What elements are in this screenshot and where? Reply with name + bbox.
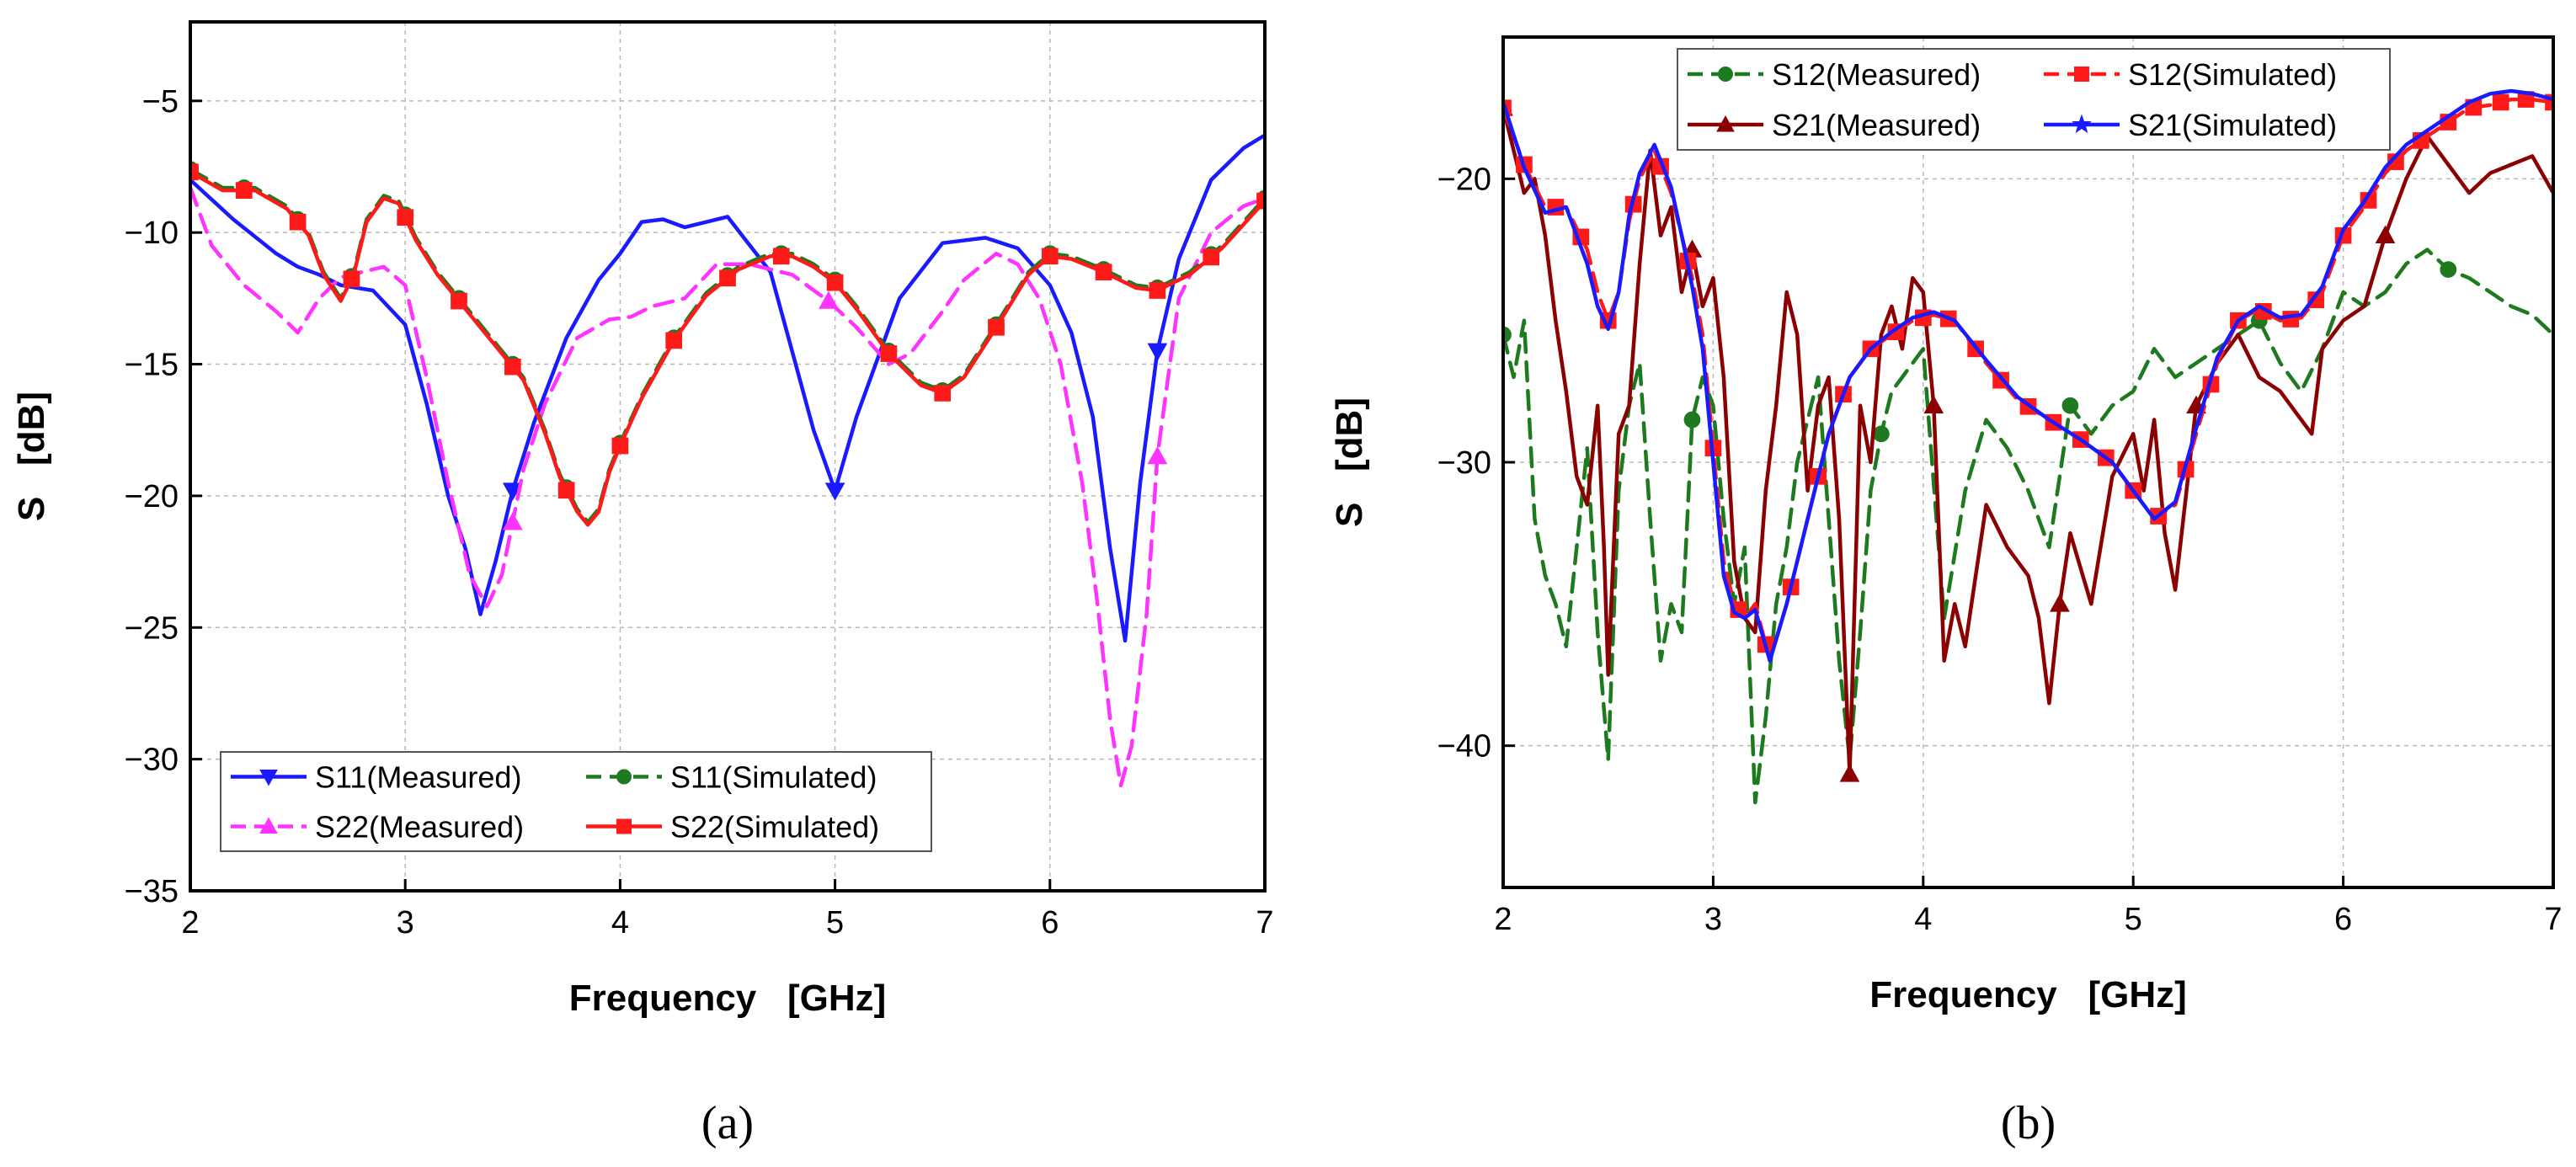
legend-marker [259, 817, 278, 834]
legend-label: S21(Simulated) [2128, 108, 2337, 142]
series-marker [1203, 248, 1220, 266]
y-tick-label: −10 [125, 216, 179, 251]
legend-label: S12(Measured) [1772, 57, 1981, 92]
y-tick-label: −35 [125, 874, 179, 909]
series-marker [611, 437, 629, 455]
series-marker [880, 345, 898, 362]
series-line-s12measured [1503, 248, 2553, 805]
legend-label: S11(Measured) [315, 760, 521, 795]
legend-marker [259, 770, 278, 786]
panel-b-chart: 2 3 4 5 6 7 −40 −30 −20 Frequency [GHz] S [dB] (b) S… [1329, 35, 2563, 1149]
x-tick-label: 6 [1041, 905, 1059, 941]
legend-label: S12(Simulated) [2128, 57, 2337, 92]
series-marker [1095, 264, 1112, 280]
series-marker [190, 163, 199, 181]
legend-marker [1716, 115, 1735, 132]
x-tick-label: 7 [1256, 905, 1273, 941]
legend-label: S11(Simulated) [670, 760, 877, 795]
series-marker [2375, 225, 2396, 243]
series-marker [719, 269, 736, 287]
y-tick-label: −30 [1437, 445, 1491, 481]
series-marker [1923, 395, 1944, 413]
x-axis-label: Frequency [GHz] [569, 978, 887, 1019]
y-tick-label: −5 [142, 84, 179, 120]
series-marker [451, 292, 467, 310]
y-tick-label: −30 [125, 743, 179, 778]
series-line-s22measured [190, 185, 1265, 788]
series-marker [1147, 445, 1168, 465]
series-marker [1149, 282, 1166, 299]
x-tick-label: 2 [181, 905, 199, 941]
series-marker [1041, 248, 1059, 265]
series-marker [665, 332, 683, 349]
series-marker [1873, 425, 1890, 443]
series-marker [934, 385, 952, 402]
series-marker [2061, 397, 2079, 414]
y-axis-label: S [dB] [1329, 397, 1370, 527]
legend-marker [2072, 114, 2092, 134]
x-tick-label: 5 [2125, 902, 2142, 937]
x-tick-label: 5 [826, 905, 844, 941]
series-marker [504, 358, 521, 376]
series-marker [1839, 764, 1860, 782]
legend: S11(Measured) S11(Simulated) S22(Measured)… [220, 751, 932, 852]
panel-caption: (a) [701, 1097, 754, 1149]
legend-box [1677, 48, 2391, 151]
legend-marker [616, 769, 632, 785]
plot-area [190, 22, 1265, 891]
panel-a-chart: 2 3 4 5 6 7 −35 −30 −25 −20 −15 −10 −5 Frequency [GHz… [11, 20, 1274, 1149]
series-marker [1683, 411, 1701, 429]
series-line-s11measured [190, 133, 1265, 643]
legend-marker [616, 818, 632, 834]
series-marker [289, 213, 307, 231]
series-marker [343, 270, 360, 288]
series-marker [2492, 93, 2509, 111]
series-marker [397, 209, 414, 226]
plot-frame [189, 20, 1267, 893]
y-tick-label: −40 [1437, 729, 1491, 765]
series-marker [819, 290, 839, 309]
series-group [1503, 88, 2553, 805]
x-tick-label: 4 [611, 905, 629, 941]
series-marker [2050, 594, 2070, 612]
series-marker [988, 318, 1005, 336]
y-tick-label: −20 [125, 479, 179, 514]
series-marker [826, 274, 844, 291]
legend-box [220, 751, 932, 852]
y-tick-label: −25 [125, 610, 179, 646]
legend-label: S22(Simulated) [670, 810, 879, 845]
x-tick-label: 2 [1494, 902, 1512, 937]
legend-marker [1718, 67, 1733, 82]
y-tick-label: −20 [1437, 162, 1491, 197]
series-group [190, 133, 1265, 788]
series-marker [772, 248, 790, 265]
legend-label: S22(Measured) [315, 810, 524, 845]
x-axis-label: Frequency [GHz] [1869, 974, 2187, 1015]
legend-marker [2074, 67, 2089, 82]
x-tick-label: 3 [397, 905, 414, 941]
series-marker [235, 182, 253, 199]
legend-label: S21(Measured) [1772, 108, 1981, 142]
x-tick-label: 7 [2544, 902, 2562, 937]
y-axis-label: S [dB] [11, 392, 52, 521]
legend: S12(Measured) S12(Simulated) S21(Measured)… [1677, 48, 2391, 151]
x-tick-label: 3 [1704, 902, 1722, 937]
series-marker [502, 512, 523, 530]
gridlines [189, 22, 1266, 892]
series-marker [824, 482, 845, 501]
series-marker [1256, 192, 1265, 210]
x-tick-label: 4 [1914, 902, 1932, 937]
x-tick-label: 6 [2334, 902, 2352, 937]
series-line-s21simulated [1503, 88, 2553, 663]
series-marker [557, 482, 575, 499]
series-marker [2440, 261, 2457, 278]
series-line-s21measured [1503, 105, 2553, 776]
panel-caption: (b) [2001, 1097, 2056, 1149]
y-tick-label: −15 [125, 348, 179, 383]
series-marker [1147, 343, 1168, 361]
